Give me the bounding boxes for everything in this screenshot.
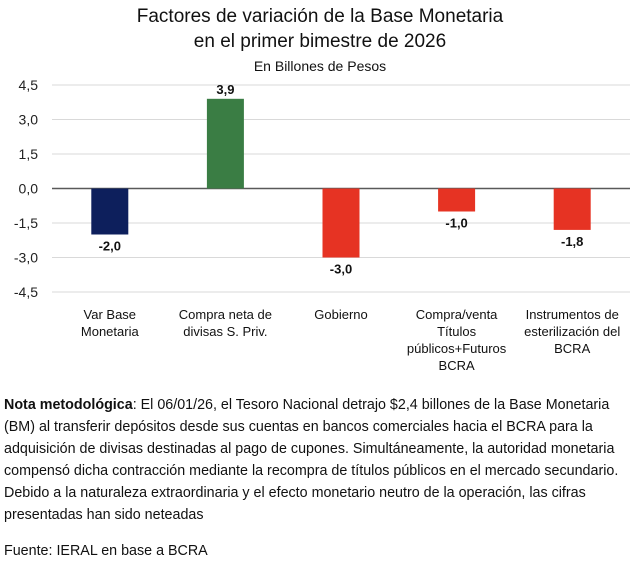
y-tick-label: -3,0 bbox=[14, 250, 38, 266]
x-tick-label: Compra neta de divisas S. Priv. bbox=[165, 306, 285, 340]
y-tick-label: -4,5 bbox=[14, 284, 38, 300]
x-tick-label: Instrumentos de esterilización del BCRA bbox=[512, 306, 632, 357]
x-tick-label-line: Títulos bbox=[437, 324, 477, 339]
chart-title-line2: en el primer bimestre de 2026 bbox=[193, 31, 447, 52]
bar bbox=[438, 188, 476, 212]
x-tick-label: Gobierno bbox=[281, 306, 401, 323]
bar-chart: 4,5 3,0 1,5 0,0 -1,5 -3,0 -4,5 -2,0 3,9 -3,0 -1,0… bbox=[14, 77, 630, 300]
note-label: Nota metodológica bbox=[4, 397, 133, 413]
x-tick-label-line: Compra/venta bbox=[415, 307, 498, 322]
data-label: -3,0 bbox=[330, 262, 352, 277]
x-tick-label-line: BCRA bbox=[438, 358, 475, 373]
y-tick-label: 0,0 bbox=[19, 181, 39, 197]
data-label: -1,0 bbox=[445, 216, 467, 231]
note-text: : El 06/01/26, el Tesoro Nacional detraj… bbox=[4, 397, 619, 523]
y-tick-label: 1,5 bbox=[19, 146, 39, 162]
bar bbox=[553, 188, 591, 230]
x-tick-label: Var Base Monetaria bbox=[50, 306, 170, 340]
bars bbox=[91, 98, 591, 258]
y-tick-label: 3,0 bbox=[19, 112, 39, 128]
bar bbox=[322, 188, 360, 258]
x-tick-label-line: Var Base bbox=[83, 307, 137, 322]
data-labels: -2,0 3,9 -3,0 -1,0 -1,8 bbox=[99, 82, 584, 277]
bar bbox=[91, 188, 129, 235]
bar bbox=[206, 98, 244, 189]
y-tick-label: 4,5 bbox=[19, 77, 39, 93]
data-label: -2,0 bbox=[99, 239, 121, 254]
x-tick-label: Compra/venta Títulos públicos+Futuros BCRA bbox=[397, 306, 517, 374]
x-tick-label-line: BCRA bbox=[554, 341, 591, 356]
data-label: -1,8 bbox=[561, 234, 583, 249]
source-text: Fuente: IERAL en base a BCRA bbox=[4, 543, 208, 559]
data-label: 3,9 bbox=[216, 82, 234, 97]
x-tick-label-line: públicos+Futuros bbox=[406, 341, 507, 356]
x-tick-label-line: Compra neta de bbox=[178, 307, 272, 322]
chart-title: Factores de variación de la Base Monetar… bbox=[136, 6, 504, 27]
x-tick-label-line: Monetaria bbox=[80, 324, 139, 339]
chart-subtitle: En Billones de Pesos bbox=[253, 58, 387, 74]
x-tick-label-line: Instrumentos de bbox=[525, 307, 619, 322]
x-tick-label-line: Gobierno bbox=[314, 307, 368, 322]
methodology-note: Nota metodológica: El 06/01/26, el Tesor… bbox=[4, 394, 638, 526]
y-axis: 4,5 3,0 1,5 0,0 -1,5 -3,0 -4,5 bbox=[14, 77, 38, 300]
x-tick-label-line: esterilización del bbox=[524, 324, 621, 339]
y-tick-label: -1,5 bbox=[14, 215, 38, 231]
x-tick-label-line: divisas S. Priv. bbox=[183, 324, 268, 339]
